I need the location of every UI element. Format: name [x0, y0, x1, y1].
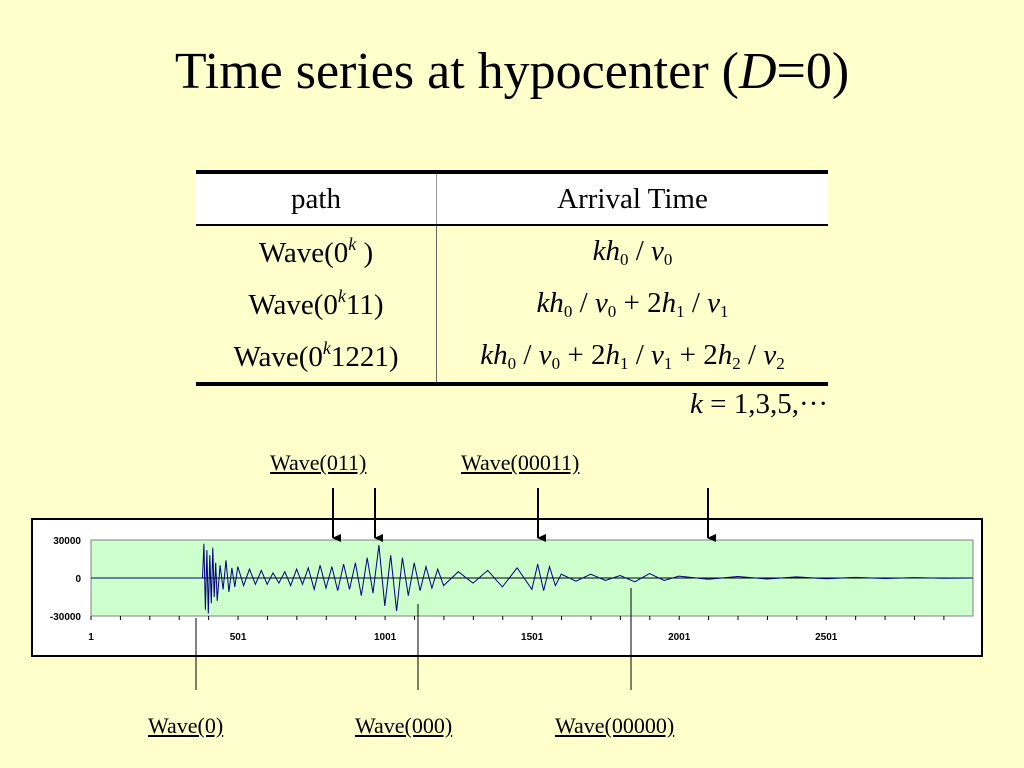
x-tick-label: 2001 — [668, 632, 691, 643]
x-tick-label: 1 — [88, 632, 94, 643]
series-line — [91, 543, 974, 614]
header-path: path — [196, 170, 437, 226]
x-tick-label: 1001 — [374, 632, 397, 643]
page-title: Time series at hypocenter (D=0) — [174, 43, 850, 100]
path-cell: Wave(0k11) — [196, 278, 437, 330]
table-row: Wave(0k1221) kh0 / v0 + 2h1 / v1 + 2h2 /… — [196, 330, 828, 386]
wave-00000-label: Wave(00000) — [555, 713, 675, 738]
wave-000-label: Wave(000) — [355, 713, 453, 738]
y-tick-label: 0 — [75, 574, 81, 585]
y-tick-label: -30000 — [50, 612, 82, 623]
arrival-formula-2: kh0 / v0 + 2h1 / v1 — [536, 286, 729, 321]
table-row: Wave(0k ) kh0 / v0 — [196, 225, 828, 278]
wave-00011-label: Wave(00011) — [461, 450, 580, 475]
x-tick-label: 501 — [230, 632, 247, 643]
path-cell: Wave(0k ) — [196, 225, 437, 278]
arrival-time-table: path Arrival Time Wave(0k ) kh0 / v0 Wav… — [196, 170, 828, 386]
arrival-formula-1: kh0 / v0 — [592, 234, 673, 269]
path-cell: Wave(0k1221) — [196, 330, 437, 386]
wave-011-label: Wave(011) — [270, 450, 367, 475]
wave-0-label: Wave(0) — [148, 713, 224, 738]
x-tick-label: 1501 — [521, 632, 544, 643]
arrival-formula-3: kh0 / v0 + 2h1 / v1 + 2h2 / v2 — [436, 330, 828, 386]
header-arrival-time: Arrival Time — [436, 170, 828, 226]
k-values-note: k = 1,3,5,··· — [690, 388, 828, 420]
y-tick-label: 30000 — [53, 536, 81, 547]
table-row: Wave(0k11) kh0 / v0 + 2h1 / v1 — [196, 278, 828, 330]
x-tick-label: 2501 — [815, 632, 838, 643]
